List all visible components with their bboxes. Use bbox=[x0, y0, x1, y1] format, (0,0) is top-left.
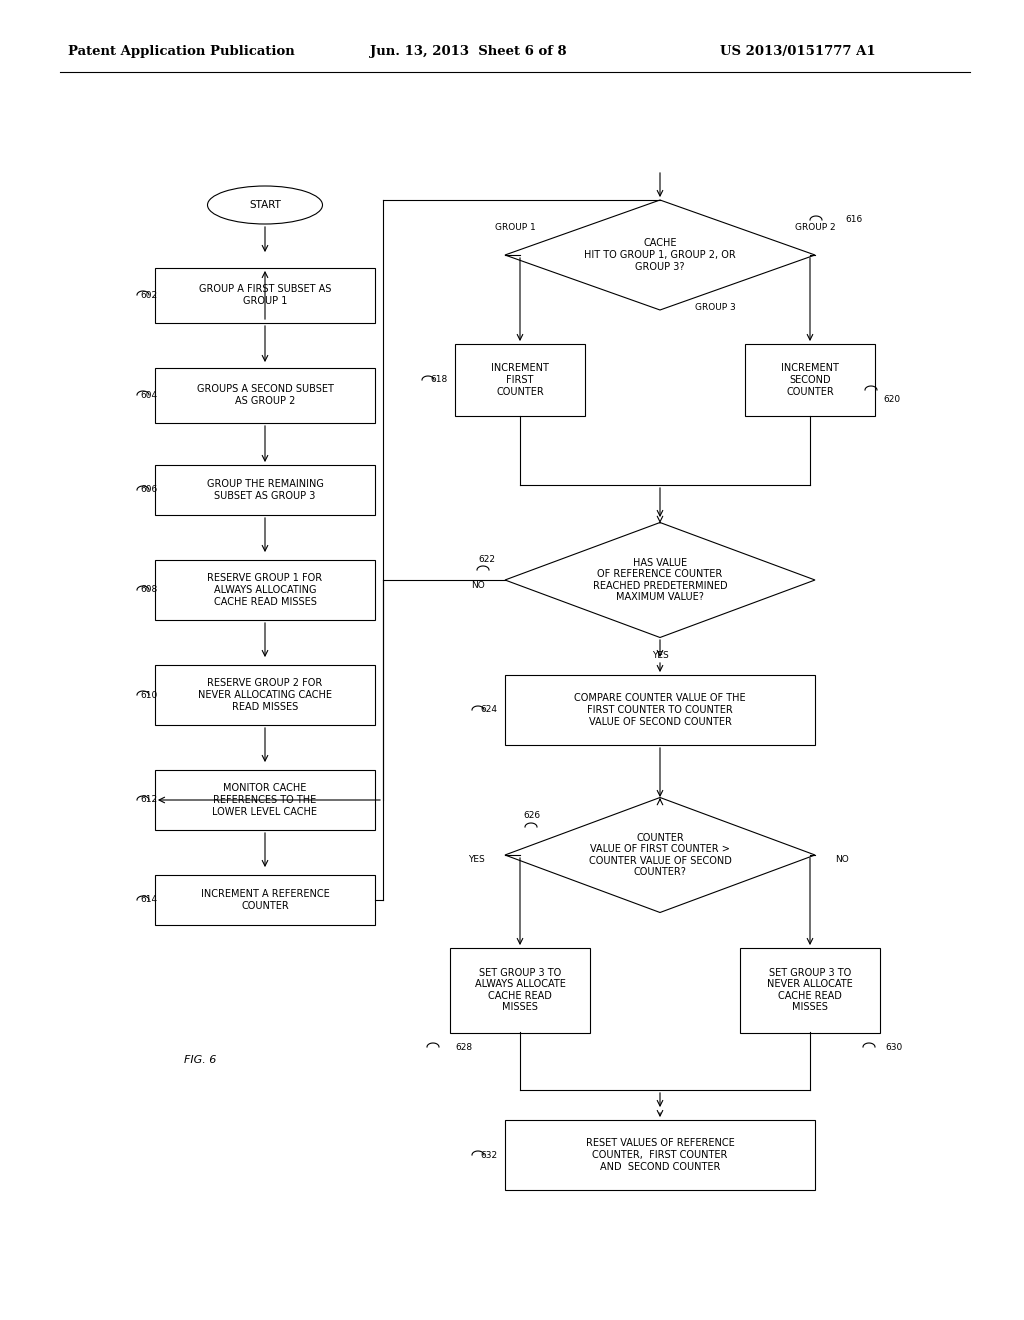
Text: RESET VALUES OF REFERENCE
COUNTER,  FIRST COUNTER
AND  SECOND COUNTER: RESET VALUES OF REFERENCE COUNTER, FIRST… bbox=[586, 1138, 734, 1172]
Text: 622: 622 bbox=[478, 556, 495, 565]
FancyBboxPatch shape bbox=[455, 345, 585, 416]
Text: 602: 602 bbox=[140, 290, 157, 300]
Text: Jun. 13, 2013  Sheet 6 of 8: Jun. 13, 2013 Sheet 6 of 8 bbox=[370, 45, 566, 58]
Text: RESERVE GROUP 2 FOR
NEVER ALLOCATING CACHE
READ MISSES: RESERVE GROUP 2 FOR NEVER ALLOCATING CAC… bbox=[198, 678, 332, 711]
FancyBboxPatch shape bbox=[505, 675, 815, 744]
Text: 616: 616 bbox=[845, 215, 862, 224]
Text: GROUP 2: GROUP 2 bbox=[795, 223, 836, 231]
FancyBboxPatch shape bbox=[450, 948, 590, 1032]
FancyBboxPatch shape bbox=[155, 875, 375, 925]
Text: US 2013/0151777 A1: US 2013/0151777 A1 bbox=[720, 45, 876, 58]
Text: COUNTER
VALUE OF FIRST COUNTER >
COUNTER VALUE OF SECOND
COUNTER?: COUNTER VALUE OF FIRST COUNTER > COUNTER… bbox=[589, 833, 731, 878]
Text: Patent Application Publication: Patent Application Publication bbox=[68, 45, 295, 58]
Polygon shape bbox=[505, 797, 815, 912]
Text: GROUP A FIRST SUBSET AS
GROUP 1: GROUP A FIRST SUBSET AS GROUP 1 bbox=[199, 284, 331, 306]
Polygon shape bbox=[505, 201, 815, 310]
Text: INCREMENT A REFERENCE
COUNTER: INCREMENT A REFERENCE COUNTER bbox=[201, 890, 330, 911]
Polygon shape bbox=[505, 523, 815, 638]
Text: MONITOR CACHE
REFERENCES TO THE
LOWER LEVEL CACHE: MONITOR CACHE REFERENCES TO THE LOWER LE… bbox=[213, 783, 317, 817]
FancyBboxPatch shape bbox=[505, 1119, 815, 1191]
Text: START: START bbox=[249, 201, 281, 210]
Text: NO: NO bbox=[471, 581, 485, 590]
Text: 628: 628 bbox=[455, 1043, 472, 1052]
FancyBboxPatch shape bbox=[155, 665, 375, 725]
Text: 604: 604 bbox=[140, 391, 157, 400]
FancyBboxPatch shape bbox=[155, 770, 375, 830]
Text: YES: YES bbox=[651, 651, 669, 660]
Ellipse shape bbox=[208, 186, 323, 224]
FancyBboxPatch shape bbox=[155, 465, 375, 515]
Text: GROUPS A SECOND SUBSET
AS GROUP 2: GROUPS A SECOND SUBSET AS GROUP 2 bbox=[197, 384, 334, 405]
Text: 614: 614 bbox=[140, 895, 157, 904]
Text: 612: 612 bbox=[140, 796, 157, 804]
Text: NO: NO bbox=[835, 855, 849, 865]
Text: 624: 624 bbox=[480, 705, 497, 714]
Text: 632: 632 bbox=[480, 1151, 497, 1159]
Text: GROUP 3: GROUP 3 bbox=[695, 302, 736, 312]
Text: 610: 610 bbox=[140, 690, 158, 700]
Text: FIG. 6: FIG. 6 bbox=[184, 1055, 216, 1065]
Text: GROUP THE REMAINING
SUBSET AS GROUP 3: GROUP THE REMAINING SUBSET AS GROUP 3 bbox=[207, 479, 324, 500]
Text: SET GROUP 3 TO
NEVER ALLOCATE
CACHE READ
MISSES: SET GROUP 3 TO NEVER ALLOCATE CACHE READ… bbox=[767, 968, 853, 1012]
FancyBboxPatch shape bbox=[745, 345, 874, 416]
Text: 606: 606 bbox=[140, 486, 158, 495]
Text: RESERVE GROUP 1 FOR
ALWAYS ALLOCATING
CACHE READ MISSES: RESERVE GROUP 1 FOR ALWAYS ALLOCATING CA… bbox=[208, 573, 323, 607]
Text: YES: YES bbox=[468, 855, 485, 865]
FancyBboxPatch shape bbox=[155, 367, 375, 422]
Text: 620: 620 bbox=[883, 396, 900, 404]
Text: 626: 626 bbox=[523, 810, 540, 820]
FancyBboxPatch shape bbox=[740, 948, 880, 1032]
Text: GROUP 1: GROUP 1 bbox=[495, 223, 536, 231]
Text: INCREMENT
SECOND
COUNTER: INCREMENT SECOND COUNTER bbox=[781, 363, 839, 396]
Text: 630: 630 bbox=[885, 1043, 902, 1052]
FancyBboxPatch shape bbox=[155, 560, 375, 620]
Text: 608: 608 bbox=[140, 586, 158, 594]
Text: INCREMENT
FIRST
COUNTER: INCREMENT FIRST COUNTER bbox=[492, 363, 549, 396]
Text: HAS VALUE
OF REFERENCE COUNTER
REACHED PREDETERMINED
MAXIMUM VALUE?: HAS VALUE OF REFERENCE COUNTER REACHED P… bbox=[593, 557, 727, 602]
Text: SET GROUP 3 TO
ALWAYS ALLOCATE
CACHE READ
MISSES: SET GROUP 3 TO ALWAYS ALLOCATE CACHE REA… bbox=[474, 968, 565, 1012]
Text: CACHE
HIT TO GROUP 1, GROUP 2, OR
GROUP 3?: CACHE HIT TO GROUP 1, GROUP 2, OR GROUP … bbox=[584, 239, 736, 272]
Text: COMPARE COUNTER VALUE OF THE
FIRST COUNTER TO COUNTER
VALUE OF SECOND COUNTER: COMPARE COUNTER VALUE OF THE FIRST COUNT… bbox=[574, 693, 745, 726]
FancyBboxPatch shape bbox=[155, 268, 375, 322]
Text: 618: 618 bbox=[430, 375, 447, 384]
